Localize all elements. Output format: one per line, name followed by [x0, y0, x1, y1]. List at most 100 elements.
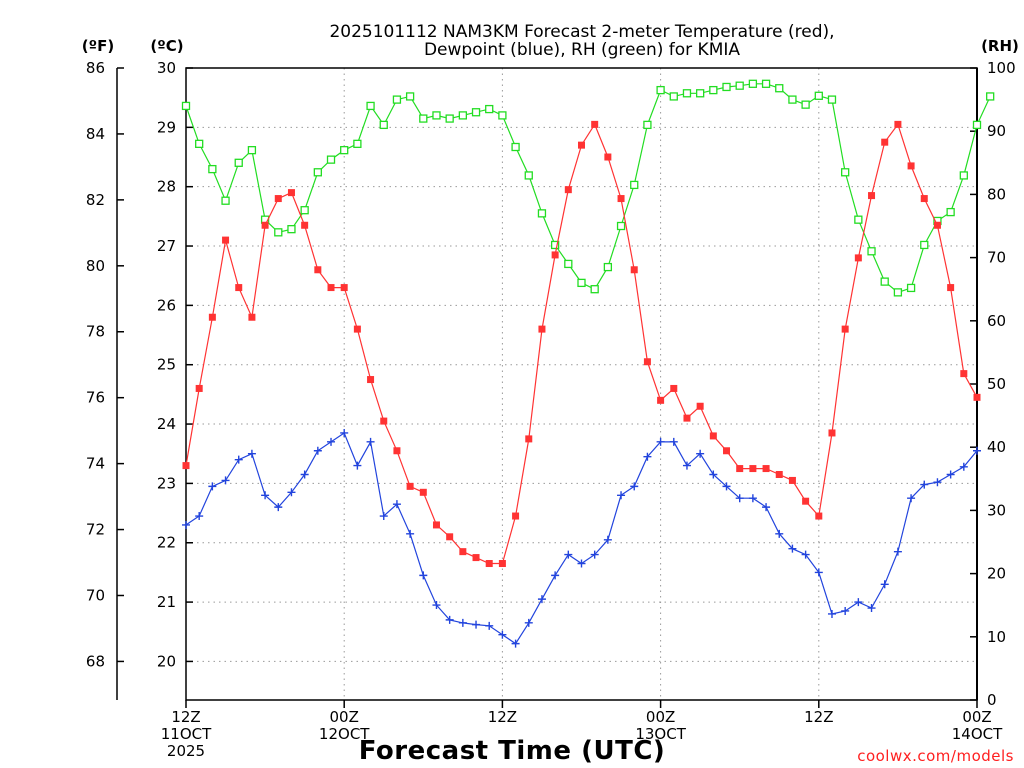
- dewpoint-point: [617, 491, 626, 500]
- dewpoint-point: [841, 606, 850, 615]
- dewpoint-point: [748, 494, 757, 503]
- temperature-point: [868, 192, 876, 200]
- rh-point: [485, 104, 494, 114]
- credit-link[interactable]: coolwx.com/models: [857, 747, 1014, 765]
- rh-point: [392, 95, 402, 104]
- fahrenheit-tick-label: 78: [86, 323, 105, 341]
- temperature-point: [327, 284, 335, 292]
- dewpoint-point: [419, 571, 428, 580]
- temperature-point: [723, 447, 731, 455]
- rh-tick-label: 40: [987, 438, 1006, 456]
- rh-point: [775, 84, 784, 93]
- temperature-point: [670, 384, 678, 392]
- temperature-point: [485, 560, 493, 568]
- dewpoint-point: [182, 520, 190, 529]
- rh-tick-label: 10: [987, 628, 1006, 646]
- dewpoint-point: [973, 446, 981, 455]
- rh-point: [669, 92, 678, 101]
- temperature-point: [353, 325, 361, 333]
- fahrenheit-tick-label: 76: [86, 389, 105, 407]
- dewpoint-point: [827, 609, 836, 618]
- dewpoint-point: [195, 512, 204, 521]
- x-tick-label: 12OCT: [319, 725, 370, 743]
- dewpoint-point: [801, 550, 810, 559]
- temperature-point: [604, 153, 612, 161]
- dewpoint-point: [696, 449, 705, 458]
- rh-line: [185, 83, 991, 294]
- dewpoint-point: [551, 571, 560, 580]
- celsius-tick-label: 20: [157, 652, 176, 670]
- rh-tick-label: 70: [987, 249, 1006, 267]
- dewpoint-point: [458, 618, 467, 627]
- rh-point: [920, 240, 929, 250]
- rh-point: [854, 215, 863, 224]
- dewpoint-point: [564, 550, 573, 559]
- temperature-point: [617, 195, 625, 203]
- rh-point: [906, 283, 916, 293]
- celsius-tick-label: 27: [157, 237, 176, 255]
- x-tick-label: 12Z: [804, 708, 833, 726]
- rh-point: [696, 89, 705, 98]
- rh-point: [458, 111, 468, 120]
- rh-point: [405, 92, 415, 101]
- temperature-point: [630, 266, 638, 274]
- temperature-point: [683, 414, 691, 422]
- rh-point: [550, 240, 560, 250]
- rh-tick-label: 30: [987, 501, 1006, 519]
- temperature-point: [274, 195, 282, 203]
- dewpoint-point: [643, 452, 652, 461]
- celsius-tick-label: 28: [157, 178, 176, 196]
- dewpoint-point: [353, 461, 362, 470]
- dewpoint-point: [432, 601, 441, 610]
- dewpoint-series: [182, 428, 981, 648]
- fahrenheit-tick-label: 72: [86, 521, 105, 539]
- temperature-point: [578, 141, 585, 149]
- dewpoint-point: [893, 547, 902, 556]
- dewpoint-point: [445, 615, 454, 624]
- temperature-point: [762, 465, 770, 473]
- rh-point: [419, 114, 428, 123]
- temperature-point: [248, 313, 256, 321]
- rh-point: [340, 146, 349, 155]
- dewpoint-point: [327, 437, 336, 446]
- rh-axis-label: (RH): [981, 37, 1019, 55]
- x-tick-label: 00Z: [962, 708, 991, 726]
- rh-tick-label: 50: [987, 375, 1006, 393]
- dewpoint-point: [300, 470, 309, 479]
- dewpoint-point: [406, 529, 415, 538]
- temperature-point: [815, 512, 823, 520]
- x-tick-label: 14OCT: [952, 725, 1003, 743]
- rh-point: [788, 95, 797, 104]
- rh-point: [827, 95, 837, 104]
- temperature-point: [881, 138, 889, 146]
- dewpoint-point: [577, 559, 586, 568]
- dewpoint-point: [762, 503, 771, 512]
- rh-tick-label: 100: [987, 59, 1016, 77]
- rh-tick-label: 60: [987, 312, 1006, 330]
- fahrenheit-tick-label: 70: [86, 586, 105, 604]
- temperature-point: [657, 396, 665, 404]
- temperature-point: [393, 447, 401, 455]
- x-tick-label: 00Z: [646, 708, 675, 726]
- rh-point: [867, 247, 876, 256]
- rh-point: [972, 120, 982, 130]
- dewpoint-point: [511, 639, 520, 648]
- celsius-tick-label: 26: [157, 296, 176, 314]
- celsius-tick-label: 24: [157, 415, 176, 433]
- temperature-point: [775, 470, 783, 478]
- temperature-point: [287, 189, 295, 197]
- rh-point: [735, 81, 744, 90]
- x-axis-label: Forecast Time (UTC): [359, 736, 666, 766]
- temperature-point: [933, 221, 941, 229]
- temperature-point: [802, 497, 810, 505]
- dewpoint-line: [185, 432, 978, 645]
- temperature-point: [564, 186, 572, 194]
- temperature-series: [182, 120, 981, 568]
- rh-point: [379, 120, 388, 130]
- rh-point: [880, 277, 889, 286]
- rh-point: [986, 92, 995, 101]
- rh-point: [656, 85, 665, 95]
- temperature-point: [709, 432, 717, 440]
- rh-point: [195, 139, 204, 148]
